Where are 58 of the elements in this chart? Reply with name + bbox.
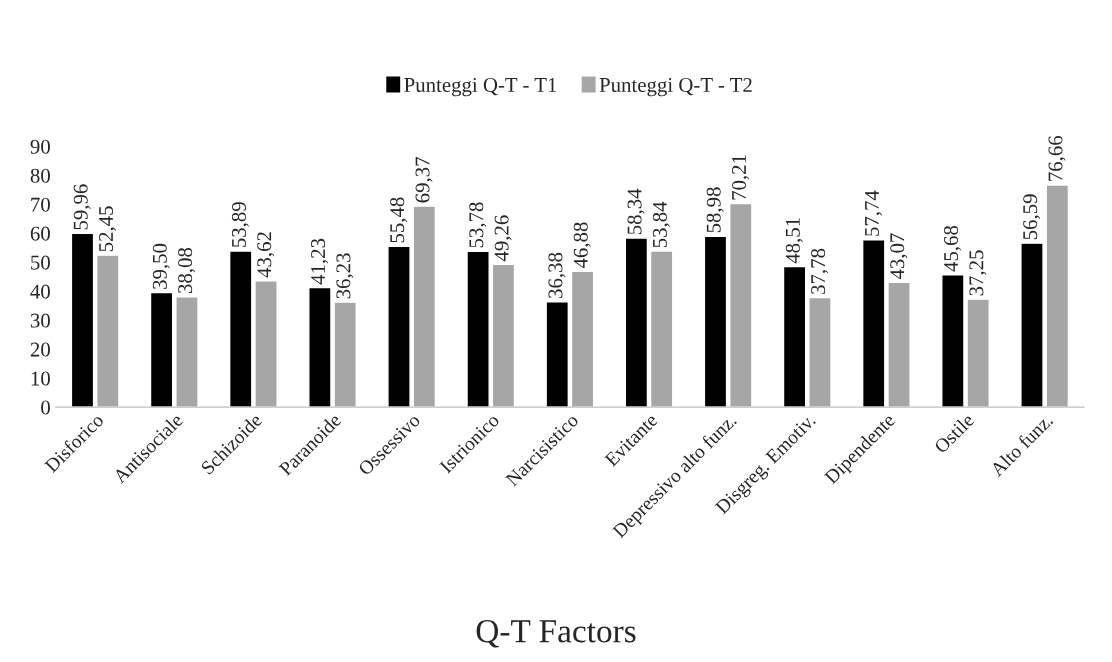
data-label: 53,78 (469, 202, 487, 248)
legend-label: Punteggi Q-T - T1 (404, 77, 557, 97)
bar (703, 235, 728, 408)
y-tick-label: 60 (30, 226, 50, 241)
y-tick-label: 10 (31, 371, 50, 386)
bar (96, 254, 120, 408)
y-tick-label: 90 (30, 139, 50, 154)
bar (491, 263, 516, 408)
y-tick-label: 70 (31, 197, 50, 212)
data-label: 41,23 (311, 238, 329, 285)
data-label: 37,25 (969, 250, 987, 296)
y-tick-label: 50 (31, 255, 50, 270)
data-label: 58,98 (706, 187, 724, 233)
bar (624, 237, 649, 408)
y-tick-label: 40 (30, 284, 50, 299)
bar (412, 205, 437, 408)
bar (387, 245, 411, 408)
data-label: 69,37 (415, 157, 433, 203)
y-tick-label: 30 (30, 313, 50, 328)
data-label: 49,26 (494, 215, 512, 262)
y-tick-label: 20 (30, 342, 50, 357)
data-label: 57,74 (865, 190, 882, 236)
data-label: 37,78 (811, 248, 829, 294)
x-tick-label: Alto funz. (988, 412, 1054, 478)
bar (729, 202, 753, 408)
bar (808, 296, 832, 408)
data-label: 39,50 (152, 243, 170, 289)
legend-label: Punteggi Q-T - T2 (599, 77, 752, 97)
data-label: 70,21 (731, 155, 750, 200)
bar (1045, 184, 1070, 408)
data-label: 53,84 (652, 201, 670, 248)
bar (466, 250, 490, 408)
bar (782, 265, 807, 408)
data-label: 46,88 (573, 222, 591, 269)
data-label: 36,23 (336, 253, 354, 299)
bar (149, 291, 174, 408)
x-axis-title: Q-T Factors (476, 620, 636, 648)
bar (570, 270, 595, 408)
data-label: 43,07 (890, 233, 908, 280)
data-label: 56,59 (1023, 194, 1041, 240)
bar (545, 301, 570, 408)
data-label: 58,34 (627, 188, 645, 235)
data-label: 55,48 (390, 197, 408, 243)
y-tick-label: 80 (30, 168, 50, 183)
bar (70, 232, 95, 408)
bar (649, 250, 674, 408)
data-label: 76,66 (1048, 135, 1066, 181)
data-label: 43,62 (257, 232, 275, 278)
data-label: 48,51 (785, 218, 803, 264)
data-label: 36,38 (548, 252, 566, 298)
data-label: 45,68 (944, 225, 962, 272)
bar (175, 296, 199, 408)
bar (1020, 242, 1044, 408)
data-label: 53,89 (231, 202, 249, 247)
data-label: 38,08 (178, 247, 196, 293)
data-label: 52,45 (99, 206, 117, 252)
data-label: 59,96 (73, 184, 91, 230)
y-tick-label: 0 (41, 400, 50, 415)
